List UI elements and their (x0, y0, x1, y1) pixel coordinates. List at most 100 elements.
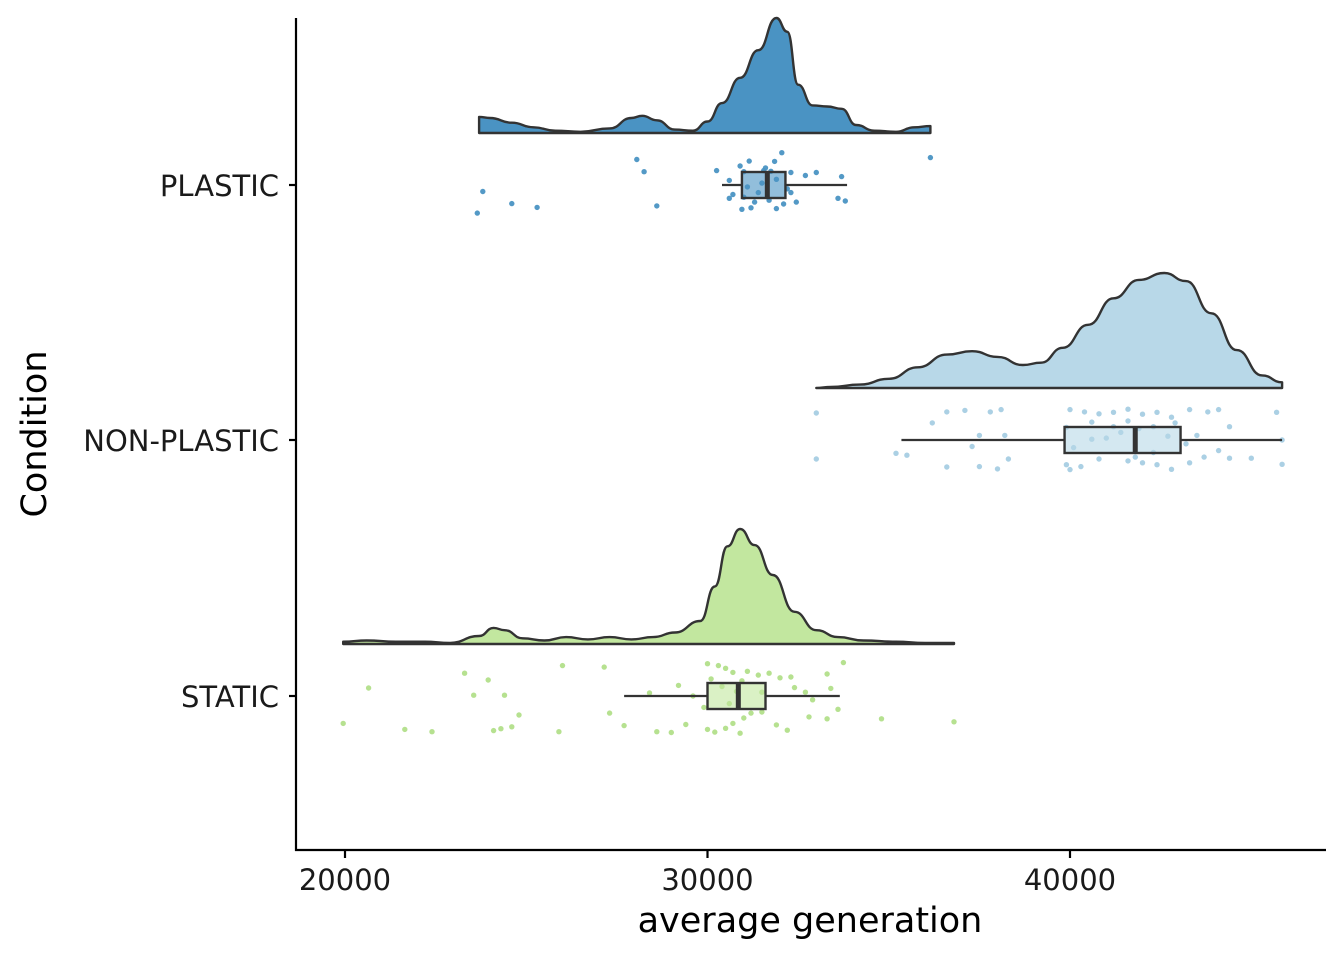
point-non-plastic (1154, 409, 1160, 415)
point-static (824, 671, 830, 677)
point-static (712, 729, 718, 735)
point-static (606, 710, 613, 716)
point-static (556, 729, 562, 735)
point-non-plastic (1201, 454, 1207, 460)
box-plastic (740, 170, 787, 200)
point-static (741, 715, 747, 721)
point-static (722, 725, 729, 731)
y-tick-label-plastic: PLASTIC (160, 169, 279, 203)
point-static (766, 670, 772, 676)
point-non-plastic (1063, 462, 1070, 468)
point-static (429, 729, 435, 735)
point-non-plastic (1089, 419, 1095, 425)
x-tick-label: 30000 (661, 863, 753, 897)
point-plastic (641, 169, 647, 175)
point-static (461, 670, 468, 676)
point-static (509, 724, 515, 730)
y-tick-label-static: STATIC (181, 680, 279, 714)
point-static (878, 716, 885, 722)
box-non-plastic (1063, 425, 1182, 455)
point-non-plastic (1205, 409, 1211, 415)
point-non-plastic (1081, 409, 1088, 415)
point-non-plastic (1168, 466, 1175, 472)
point-non-plastic (1067, 466, 1073, 473)
point-static (715, 662, 722, 669)
point-non-plastic (1215, 447, 1222, 454)
point-plastic (771, 158, 778, 165)
point-static (791, 684, 798, 691)
point-static (498, 726, 504, 732)
point-plastic (474, 210, 480, 216)
point-static (559, 662, 566, 669)
point-static (402, 726, 408, 733)
point-static (748, 710, 754, 716)
point-non-plastic (1273, 409, 1280, 415)
point-static (835, 706, 841, 712)
density-non-plastic (815, 271, 1284, 390)
point-static (828, 685, 834, 692)
point-static (668, 729, 674, 736)
point-plastic (534, 204, 540, 211)
point-plastic (746, 158, 752, 164)
point-plastic (509, 200, 515, 207)
point-non-plastic (1215, 406, 1222, 413)
x-tick-label: 20000 (299, 863, 391, 897)
point-non-plastic (1194, 432, 1200, 439)
point-non-plastic (893, 450, 899, 456)
density-plastic (477, 16, 932, 135)
point-static (730, 720, 736, 727)
point-non-plastic (1002, 432, 1008, 439)
boxplots (624, 170, 1283, 711)
point-non-plastic (969, 443, 975, 450)
point-static (809, 697, 816, 703)
point-static (485, 677, 491, 683)
point-non-plastic (976, 463, 983, 470)
point-non-plastic (1172, 420, 1178, 426)
point-non-plastic (1248, 455, 1255, 461)
point-non-plastic (1132, 454, 1139, 460)
point-plastic (773, 205, 780, 212)
point-plastic (793, 199, 799, 205)
point-plastic (748, 205, 754, 211)
point-plastic (802, 172, 809, 179)
point-static (773, 722, 780, 728)
point-non-plastic (1168, 414, 1175, 420)
point-plastic (726, 177, 732, 184)
point-static (654, 729, 660, 735)
point-plastic (713, 167, 720, 174)
point-static (501, 692, 508, 698)
axes (294, 18, 1326, 852)
point-plastic (838, 173, 845, 180)
point-non-plastic (1005, 456, 1012, 462)
point-non-plastic (1226, 455, 1233, 461)
point-static (784, 727, 790, 733)
density-static (342, 527, 956, 646)
point-plastic (730, 191, 736, 198)
point-non-plastic (1183, 441, 1189, 447)
x-tick-label: 40000 (1024, 863, 1116, 897)
point-non-plastic (1226, 424, 1233, 430)
point-non-plastic (944, 464, 950, 470)
point-plastic (927, 154, 934, 161)
point-plastic (762, 165, 769, 171)
point-non-plastic (1067, 406, 1073, 413)
y-tick-label-non-plastic: NON-PLASTIC (83, 424, 279, 458)
point-static (744, 668, 751, 674)
point-plastic (480, 188, 486, 195)
point-static (675, 682, 682, 689)
point-plastic (779, 150, 785, 156)
point-static (722, 665, 729, 671)
point-static (704, 726, 711, 733)
point-plastic (788, 189, 794, 196)
point-non-plastic (962, 407, 968, 414)
point-non-plastic (994, 466, 1001, 472)
point-static (802, 689, 809, 695)
point-static (365, 685, 372, 691)
point-static (601, 664, 607, 670)
point-static (490, 727, 497, 734)
point-static (824, 716, 830, 722)
point-static (806, 714, 812, 720)
point-non-plastic (1279, 461, 1285, 467)
point-non-plastic (1096, 456, 1102, 462)
